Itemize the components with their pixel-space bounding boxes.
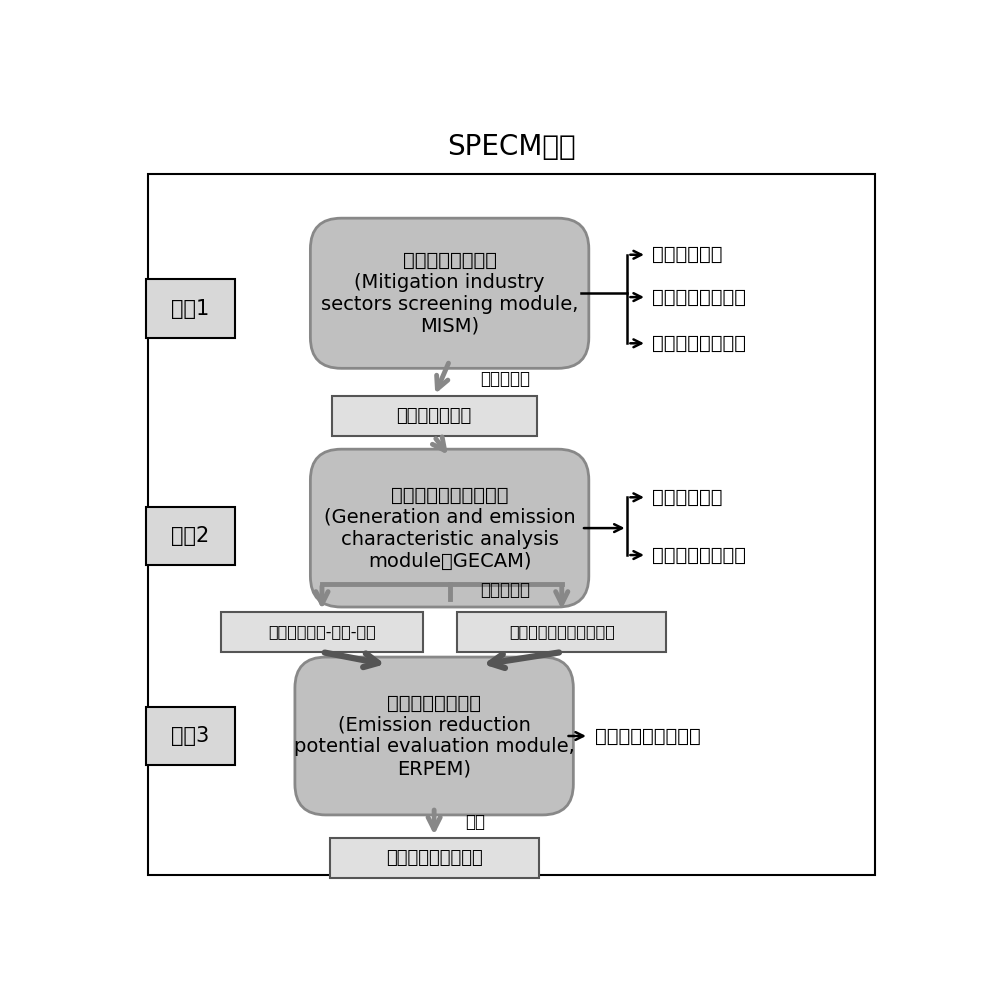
Text: 末端治理技术的应用情况: 末端治理技术的应用情况 [509,625,615,640]
Text: 模块1: 模块1 [172,299,210,319]
Text: 模块3: 模块3 [172,726,210,746]
FancyBboxPatch shape [146,507,236,565]
Text: 主要产污产品-原料-工艺: 主要产污产品-原料-工艺 [268,625,376,640]
Text: 产生排放特征分析模块
(Generation and emission
characteristic analysis
module，GECAM): 产生排放特征分析模块 (Generation and emission char… [323,486,576,571]
Text: 产污工艺识别: 产污工艺识别 [653,488,723,507]
FancyBboxPatch shape [331,396,537,436]
Text: 模块2: 模块2 [172,526,210,546]
Text: 识别、筛选: 识别、筛选 [480,581,531,599]
Text: 减排潜力及减排方案: 减排潜力及减排方案 [386,849,482,867]
Text: 减排行业筛选模块
(Mitigation industry
sectors screening module,
MISM): 减排行业筛选模块 (Mitigation industry sectors sc… [321,251,578,336]
FancyBboxPatch shape [295,657,573,815]
FancyBboxPatch shape [146,279,236,338]
FancyBboxPatch shape [329,838,539,878]
Text: 初步潜力差值测算: 初步潜力差值测算 [653,334,747,353]
FancyBboxPatch shape [457,612,666,652]
Text: 获得: 获得 [465,813,485,831]
Text: SPECM模型: SPECM模型 [447,133,576,161]
Text: 确定标杆地区: 确定标杆地区 [653,245,723,264]
Text: 减排潜力评估模块
(Emission reduction
potential evaluation module,
ERPEM): 减排潜力评估模块 (Emission reduction potential e… [293,694,575,778]
FancyBboxPatch shape [222,612,422,652]
Text: 主要的减排行业: 主要的减排行业 [396,407,472,425]
FancyBboxPatch shape [310,218,589,368]
Text: 未端治理状况识别: 未端治理状况识别 [653,546,747,565]
Text: 减排潜力测算及优化: 减排潜力测算及优化 [595,726,701,746]
FancyBboxPatch shape [146,707,236,765]
FancyBboxPatch shape [148,174,875,875]
Text: 减排行业类别识别: 减排行业类别识别 [653,288,747,307]
FancyBboxPatch shape [310,449,589,607]
Text: 识别、筛选: 识别、筛选 [480,370,531,388]
